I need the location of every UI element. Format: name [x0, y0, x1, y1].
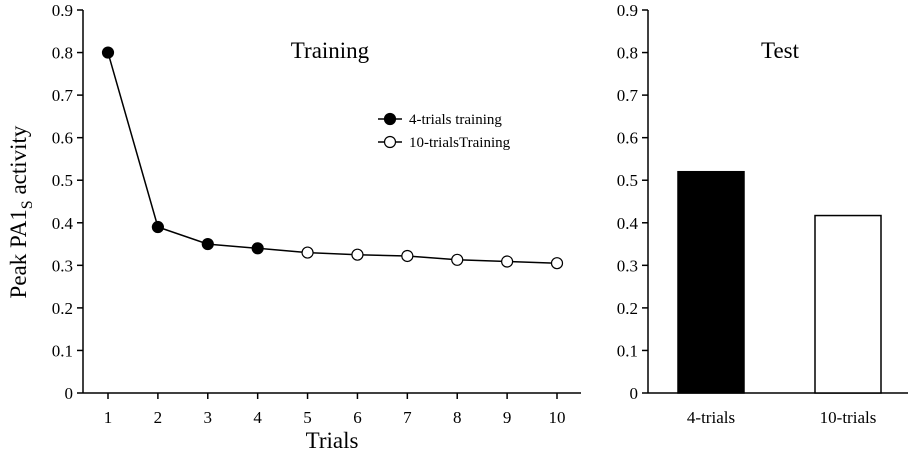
legend-marker [383, 112, 397, 126]
training-y-ticks: 0 0.1 0.2 0.3 0.4 0.5 0.6 0.7 0.8 0.9 [52, 1, 83, 403]
training-y-tick-label: 0.4 [52, 214, 74, 233]
training-axes [82, 10, 581, 394]
training-x-tick-label: 6 [353, 408, 362, 427]
data-point-4-trials [201, 237, 214, 251]
data-point-10-trials [550, 257, 564, 270]
training-y-tick-label: 0.6 [52, 129, 73, 148]
training-y-tick-label: 0.7 [52, 86, 74, 105]
test-x-tick-label: 10-trials [820, 408, 877, 427]
data-point-4-trials [101, 46, 115, 59]
training-chart: 0 0.1 0.2 0.3 0.4 0.5 0.6 0.7 0.8 0.9 1 2 3 4 5 6 7 8 9 10… [6, 1, 581, 453]
test-bars [677, 170, 882, 394]
training-title: Training [291, 38, 370, 63]
training-y-tick-label: 0 [65, 384, 74, 403]
bar-4-trials [677, 170, 745, 394]
test-x-ticks: 4-trials 10-trials [687, 408, 876, 427]
training-x-tick-label: 10 [549, 408, 566, 427]
training-x-tick-label: 3 [204, 408, 213, 427]
training-series-line [107, 52, 558, 264]
training-points [101, 46, 564, 270]
training-x-tick-label: 8 [453, 408, 462, 427]
test-y-tick-label: 0.9 [617, 1, 638, 20]
test-title: Test [761, 38, 800, 63]
test-chart: 0 0.1 0.2 0.3 0.4 0.5 0.6 0.7 0.8 0.9 4-trials 10-… [617, 1, 908, 427]
bar-10-trials [814, 214, 882, 394]
training-y-tick-label: 0.3 [52, 256, 73, 275]
y-label-suffix: activity [6, 125, 31, 200]
test-y-tick-label: 0.3 [617, 256, 638, 275]
training-x-axis-label: Trials [306, 428, 359, 453]
data-point-10-trials [351, 248, 364, 261]
training-x-tick-label: 7 [403, 408, 412, 427]
training-x-tick-label: 5 [303, 408, 312, 427]
data-point-10-trials [301, 246, 314, 259]
test-y-tick-label: 0.6 [617, 129, 638, 148]
legend-label: 10-trialsTraining [409, 135, 511, 151]
data-point-10-trials [501, 255, 514, 268]
y-label-subscript: S [19, 200, 36, 209]
training-x-ticks: 1 2 3 4 5 6 7 8 9 10 [104, 393, 566, 427]
legend-label: 4-trials training [409, 112, 502, 128]
training-y-tick-label: 0.5 [52, 171, 73, 190]
test-y-tick-label: 0.5 [617, 171, 638, 190]
training-y-tick-label: 0.8 [52, 44, 73, 63]
training-y-axis-label: Peak PA1S activity [6, 125, 36, 298]
training-y-tick-label: 0.2 [52, 299, 73, 318]
test-y-tick-label: 0.1 [617, 341, 638, 360]
test-y-tick-label: 0 [630, 384, 639, 403]
training-legend: 4-trials training 10-trialsTraining [378, 112, 511, 151]
test-y-tick-label: 0.2 [617, 299, 638, 318]
test-x-tick-label: 4-trials [687, 408, 735, 427]
training-y-tick-label: 0.1 [52, 341, 73, 360]
test-y-tick-label: 0.4 [617, 214, 639, 233]
training-x-tick-label: 4 [253, 408, 262, 427]
data-point-10-trials [451, 253, 464, 266]
y-label-main: Peak PA1 [6, 209, 31, 298]
training-x-tick-label: 1 [104, 408, 113, 427]
data-point-4-trials [251, 242, 264, 255]
test-y-ticks: 0 0.1 0.2 0.3 0.4 0.5 0.6 0.7 0.8 0.9 [617, 1, 648, 403]
test-y-tick-label: 0.7 [617, 86, 639, 105]
data-point-4-trials [151, 220, 164, 234]
training-x-tick-label: 2 [154, 408, 163, 427]
training-x-tick-label: 9 [503, 408, 512, 427]
test-y-tick-label: 0.8 [617, 44, 638, 63]
legend-marker [383, 135, 397, 149]
data-point-10-trials [401, 249, 414, 263]
training-y-tick-label: 0.9 [52, 1, 73, 20]
